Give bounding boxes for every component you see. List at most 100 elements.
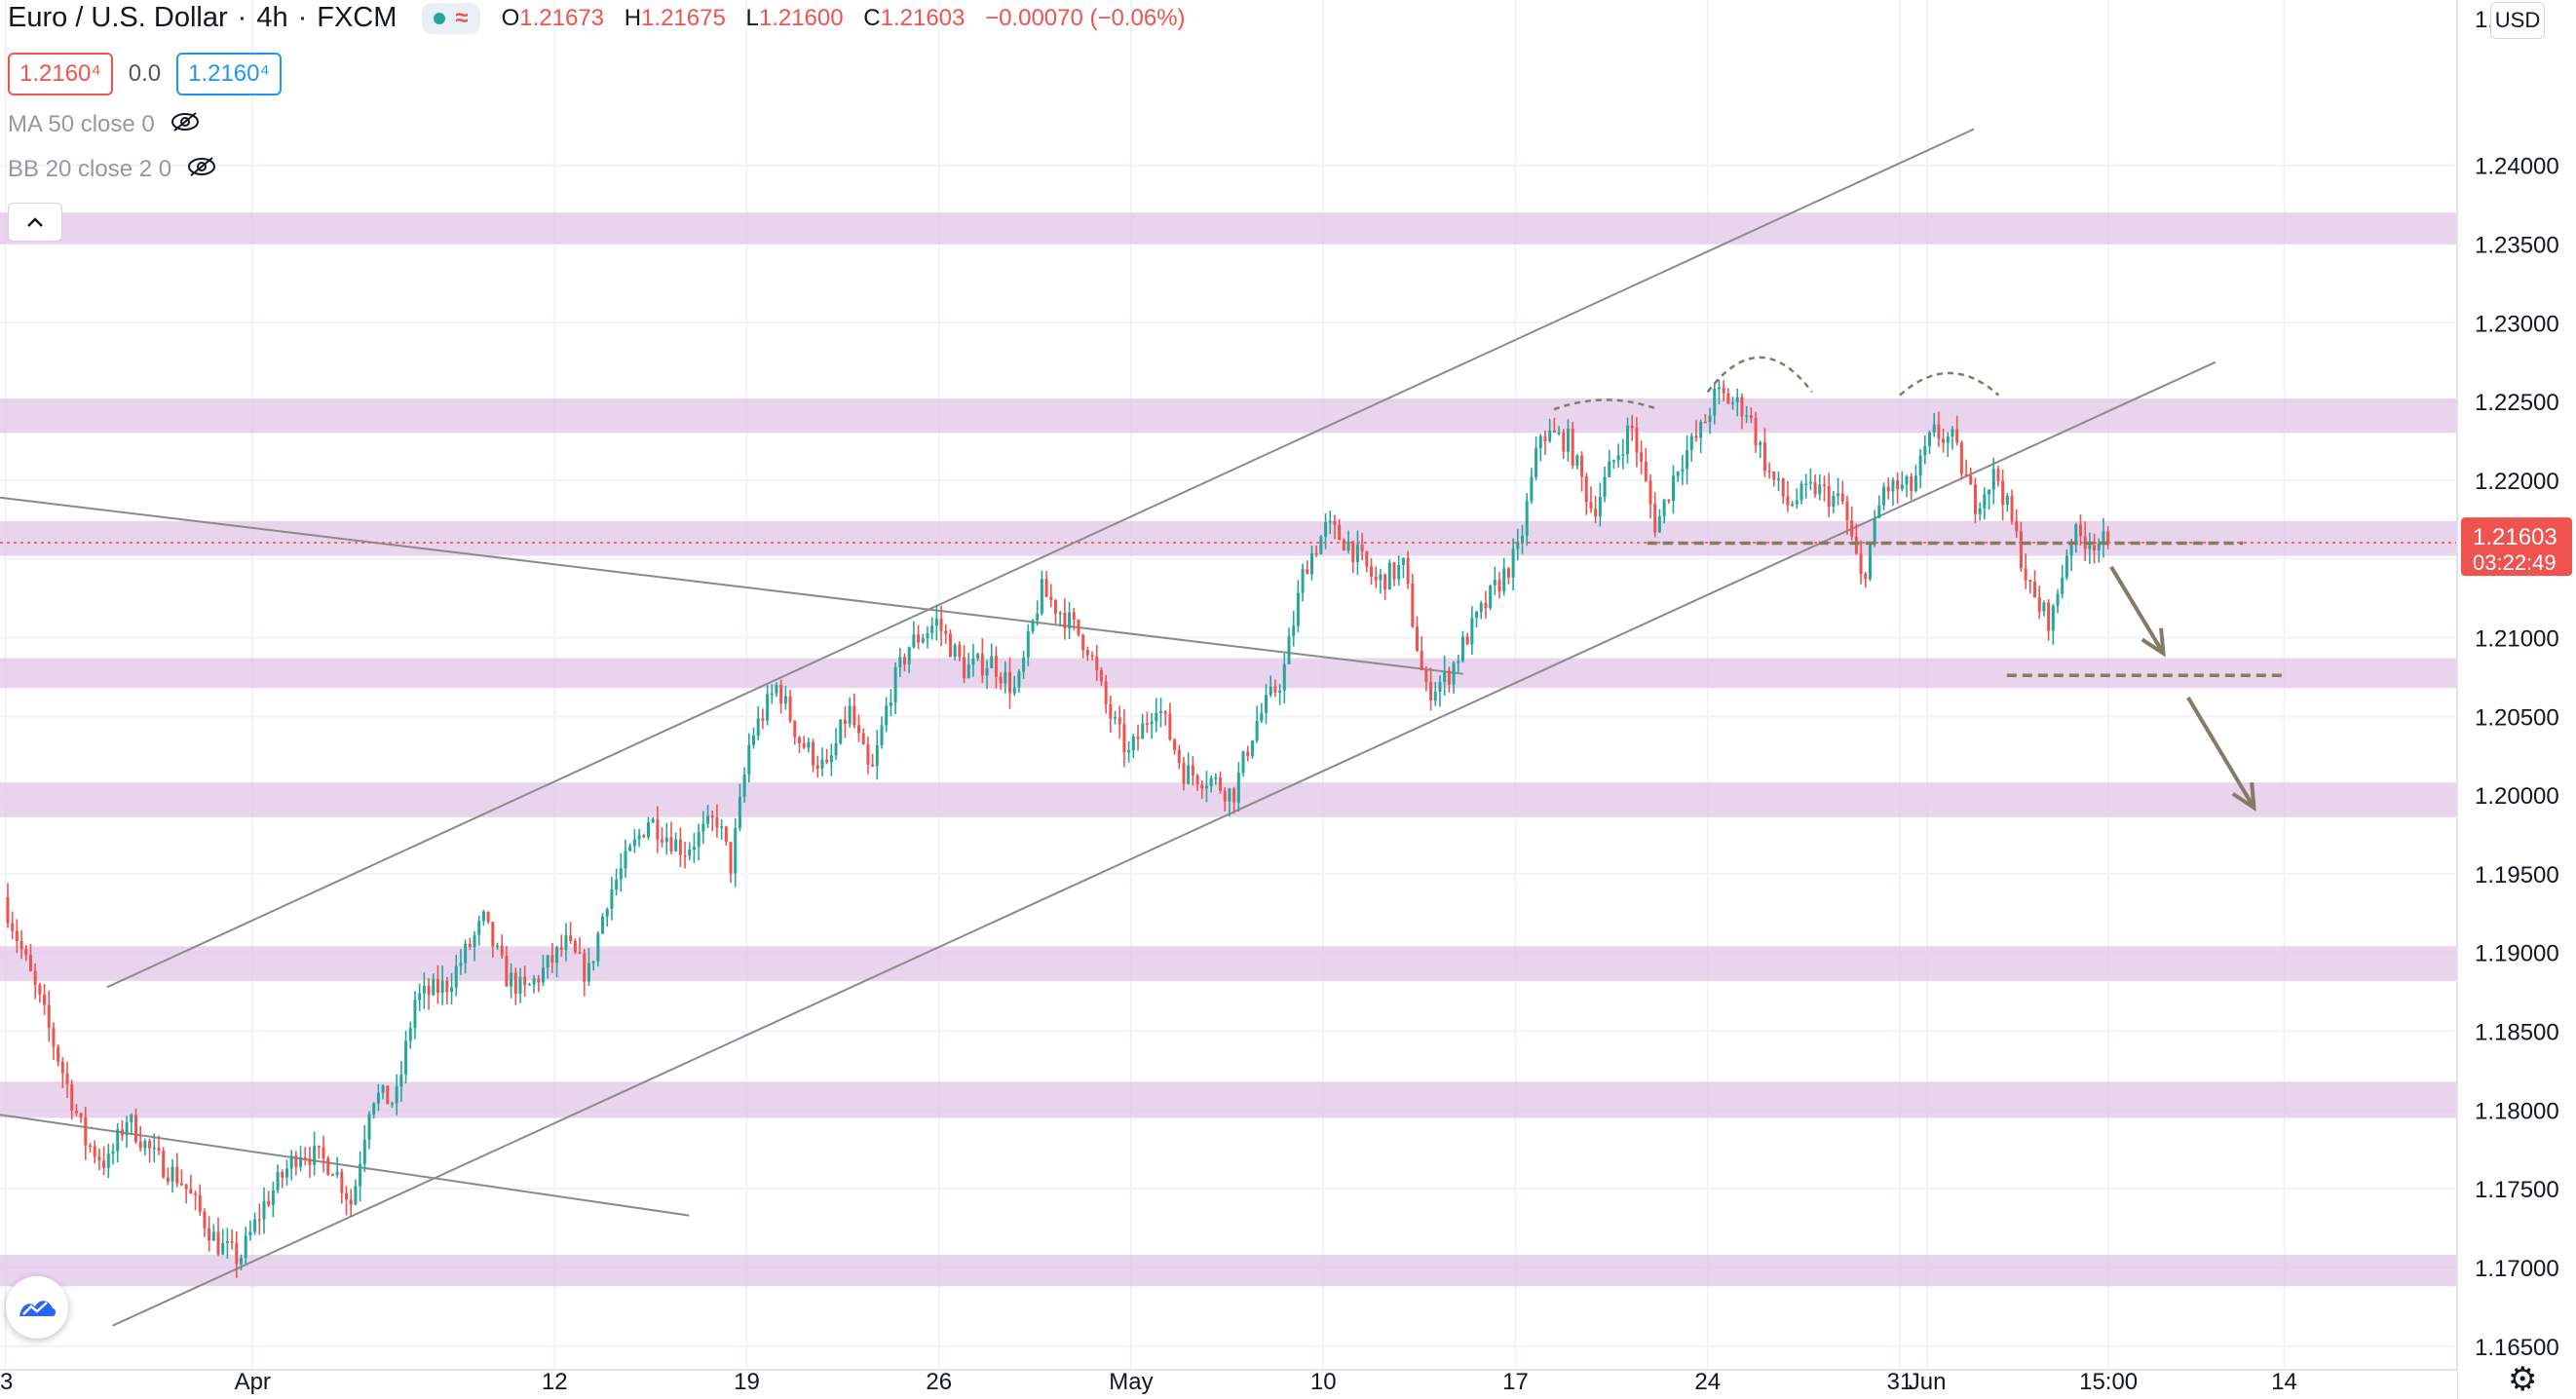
candle	[1333, 514, 1337, 540]
candle	[399, 1061, 403, 1102]
candle	[1219, 771, 1223, 794]
candle-body	[546, 955, 549, 968]
indicator-bb[interactable]: BB 20 close 2 0	[8, 156, 216, 183]
candle-body	[2065, 555, 2068, 578]
eye-off-icon[interactable]	[187, 156, 216, 183]
candle-body	[761, 718, 765, 721]
candle	[89, 1143, 93, 1153]
candle-body	[1401, 557, 1405, 565]
collapse-legend-button[interactable]	[8, 203, 62, 242]
candle	[1621, 438, 1625, 470]
candle	[1584, 473, 1588, 515]
candle-body	[1534, 447, 1538, 477]
candle-body	[1818, 484, 1822, 495]
currency-button[interactable]: USD	[2490, 2, 2545, 39]
candle	[189, 1174, 193, 1194]
candle-body	[541, 967, 545, 983]
open-label: O	[501, 4, 520, 31]
indicator-ma[interactable]: MA 50 close 0	[8, 111, 200, 138]
candle-body	[1204, 785, 1208, 789]
sell-price-button[interactable]: 1.2160⁴	[8, 53, 113, 95]
candle	[2024, 553, 2027, 589]
candle	[898, 648, 902, 677]
candle	[93, 1140, 96, 1164]
candle-body	[1722, 387, 1725, 394]
candle-body	[33, 970, 37, 985]
candle	[1072, 608, 1076, 630]
candle	[1158, 698, 1162, 728]
market-status-badge[interactable]: ≈	[422, 2, 480, 34]
candle-body	[143, 1140, 147, 1149]
candle	[1022, 651, 1026, 679]
eye-off-icon[interactable]	[170, 111, 200, 138]
candle-body	[724, 826, 728, 843]
candle	[1306, 560, 1309, 575]
time-tick-label: 12	[542, 1369, 568, 1395]
candle-body	[1566, 428, 1570, 452]
candle	[559, 934, 563, 957]
candle	[1662, 498, 1666, 524]
candle	[15, 919, 19, 954]
buy-price-button[interactable]: 1.2160⁴	[176, 53, 282, 95]
candle-body	[47, 1004, 51, 1028]
price-axis[interactable]: 1.240001.235001.230001.225001.220001.215…	[2456, 0, 2576, 1399]
candle-body	[917, 634, 921, 643]
candle-body	[1506, 568, 1510, 578]
candle	[1452, 661, 1456, 695]
candle-body	[1269, 686, 1272, 696]
candle-body	[2037, 597, 2041, 612]
candle-body	[1735, 397, 1739, 402]
candle	[1314, 545, 1318, 557]
candle-body	[1187, 765, 1191, 784]
candle-body	[624, 851, 627, 869]
candle-body	[1795, 500, 1799, 505]
candle	[359, 1151, 362, 1202]
candle-body	[980, 654, 984, 676]
candle-body	[235, 1242, 239, 1265]
candle-body	[162, 1151, 166, 1178]
candle	[1557, 426, 1561, 435]
settings-gear-icon[interactable]: ⚙	[2508, 1361, 2538, 1398]
candle	[1506, 566, 1510, 585]
candle-body	[555, 947, 559, 964]
candle-body	[299, 1156, 303, 1167]
candle	[2005, 492, 2009, 512]
candle-body	[734, 828, 738, 874]
candle-body	[454, 965, 458, 988]
candle	[477, 915, 481, 946]
candle-body	[1910, 475, 1913, 491]
candle-body	[345, 1192, 349, 1200]
candle	[322, 1135, 325, 1173]
candle-body	[473, 934, 476, 947]
market-open-dot-icon	[434, 12, 446, 24]
candle	[362, 1124, 366, 1173]
candle	[454, 955, 458, 997]
candle	[1204, 771, 1208, 803]
candle-body	[1905, 475, 1909, 485]
candle-body	[1827, 485, 1831, 508]
candle	[1905, 474, 1909, 498]
candle-body	[1182, 763, 1186, 784]
symbol-name: Euro / U.S. Dollar	[8, 2, 228, 33]
candle	[664, 822, 668, 855]
candle	[1077, 619, 1080, 637]
candle	[1355, 530, 1359, 576]
candle-body	[1516, 542, 1520, 549]
candle-body	[148, 1140, 152, 1149]
time-tick-label: Jun	[1909, 1369, 1947, 1395]
candle	[125, 1115, 129, 1149]
candle-body	[1497, 580, 1501, 592]
candle-body	[1346, 541, 1350, 550]
candle	[843, 705, 847, 738]
candle	[926, 625, 929, 649]
tradingview-logo-icon[interactable]	[6, 1276, 68, 1339]
candle	[1671, 465, 1675, 514]
candle	[930, 617, 934, 640]
candle	[97, 1148, 101, 1171]
candle-body	[797, 737, 801, 743]
candle-body	[1493, 580, 1496, 586]
candle	[1040, 570, 1043, 616]
interval-label[interactable]: 4h	[256, 2, 288, 33]
